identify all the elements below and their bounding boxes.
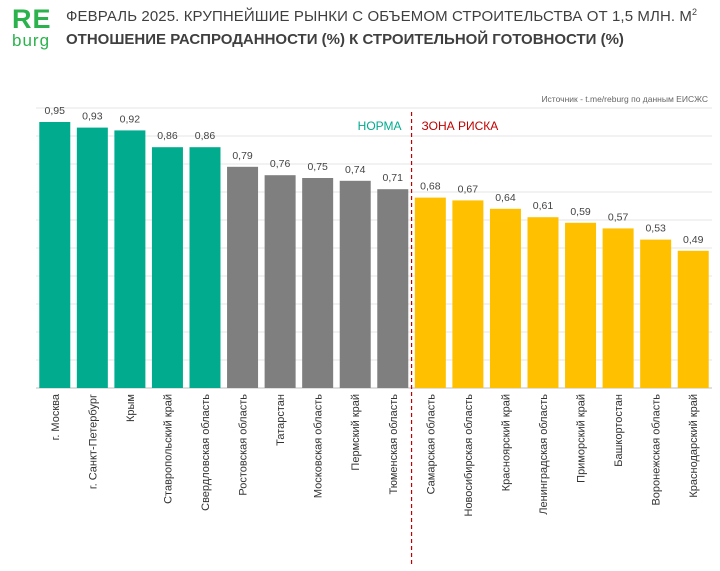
bar bbox=[565, 222, 597, 388]
category-label: Крым bbox=[125, 394, 137, 422]
chart-subtitle: ОТНОШЕНИЕ РАСПРОДАННОСТИ (%) К СТРОИТЕЛЬ… bbox=[66, 31, 624, 48]
value-label: 0,59 bbox=[570, 206, 591, 218]
category-label: Татарстан bbox=[275, 394, 287, 446]
value-label: 0,86 bbox=[157, 130, 178, 142]
category-label: Ленинградская область bbox=[538, 394, 550, 515]
bar bbox=[640, 239, 672, 388]
bar bbox=[602, 228, 634, 388]
category-label: Тюменская область bbox=[388, 394, 400, 495]
bar bbox=[39, 122, 71, 388]
category-label: г. Санкт-Петербург bbox=[87, 394, 99, 489]
value-label: 0,74 bbox=[345, 164, 366, 176]
category-label: г. Москва bbox=[50, 393, 62, 440]
category-label: Новосибирская область bbox=[463, 394, 475, 517]
bar bbox=[302, 178, 334, 388]
bar bbox=[414, 197, 446, 388]
value-label: 0,61 bbox=[533, 200, 554, 212]
bar bbox=[264, 175, 296, 388]
category-label: Приморский край bbox=[576, 394, 588, 483]
category-label: Краснодарский край bbox=[688, 394, 700, 498]
bar bbox=[114, 130, 146, 388]
value-label: 0,76 bbox=[270, 158, 291, 170]
category-labels: г. Москва г. Санкт-Петербург Крым Ставропол… bbox=[50, 393, 700, 516]
bar bbox=[227, 166, 259, 388]
value-label: 0,86 bbox=[195, 130, 216, 142]
bar bbox=[189, 147, 221, 388]
bar bbox=[339, 180, 371, 388]
logo-re: RE bbox=[12, 4, 52, 34]
value-label: 0,64 bbox=[495, 192, 516, 204]
source-note: Источник - t.me/reburg по данным ЕИСЖС bbox=[541, 94, 708, 104]
value-label: 0,53 bbox=[645, 223, 666, 235]
value-label: 0,92 bbox=[120, 113, 141, 125]
value-label: 0,75 bbox=[307, 161, 328, 173]
risk-zone-label: ЗОНА РИСКА bbox=[422, 119, 499, 133]
bar bbox=[677, 250, 709, 388]
value-label: 0,57 bbox=[608, 211, 629, 223]
value-label: 0,71 bbox=[383, 172, 404, 184]
category-label: Пермский край bbox=[350, 394, 362, 471]
category-label: Красноярский край bbox=[500, 394, 512, 491]
bars bbox=[39, 122, 709, 388]
category-label: Московская область bbox=[313, 394, 325, 498]
value-labels: 0,95 0,93 0,92 0,86 0,86 0,79 0,76 0,75 0,74 0,71… bbox=[45, 105, 704, 246]
chart-title: ФЕВРАЛЬ 2025. КРУПНЕЙШИЕ РЫНКИ С ОБЪЕМОМ… bbox=[66, 7, 697, 25]
bar bbox=[151, 147, 183, 388]
gridlines bbox=[36, 107, 712, 389]
category-label: Ставропольский край bbox=[162, 394, 174, 504]
category-label: Воронежская область bbox=[651, 394, 663, 506]
norm-zone-label: НОРМА bbox=[358, 119, 402, 133]
value-label: 0,93 bbox=[82, 111, 103, 123]
bar bbox=[489, 208, 521, 388]
category-label: Самарская область bbox=[425, 394, 437, 495]
chart-title-superscript: 2 bbox=[692, 7, 698, 17]
value-label: 0,95 bbox=[45, 105, 66, 117]
bar bbox=[527, 217, 559, 388]
chart-title-text: ФЕВРАЛЬ 2025. КРУПНЕЙШИЕ РЫНКИ С ОБЪЕМОМ… bbox=[66, 8, 693, 25]
category-label: Башкортостан bbox=[613, 394, 625, 467]
bar bbox=[76, 127, 108, 388]
value-label: 0,49 bbox=[683, 234, 704, 246]
category-label: Свердловская область bbox=[200, 394, 212, 511]
bar bbox=[377, 189, 409, 388]
reburg-logo: RE burg bbox=[12, 4, 58, 50]
value-label: 0,68 bbox=[420, 181, 441, 193]
value-label: 0,79 bbox=[232, 150, 253, 162]
bar bbox=[452, 200, 484, 388]
category-label: Ростовская область bbox=[238, 394, 250, 496]
value-label: 0,67 bbox=[458, 183, 479, 195]
logo-burg: burg bbox=[12, 31, 51, 50]
